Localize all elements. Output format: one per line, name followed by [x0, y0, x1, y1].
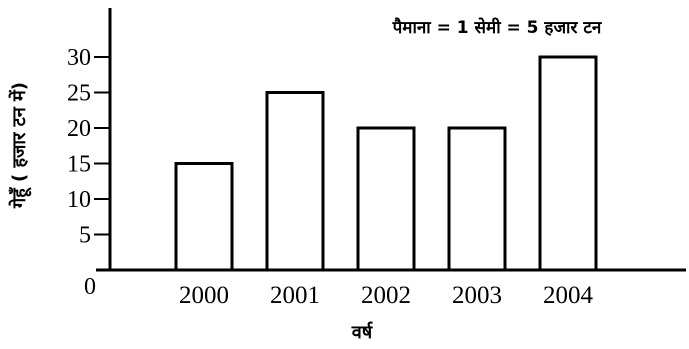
bar-2003 [447, 126, 507, 272]
y-tick-label: 30 [67, 45, 91, 71]
scale-annotation: पैमाना = 1 सेमी = 5 हजार टन [392, 17, 602, 38]
y-tick-label: 5 [79, 223, 91, 249]
y-tick-label: 25 [67, 81, 91, 107]
origin-label: 0 [84, 274, 96, 300]
y-tick-label: 15 [67, 152, 91, 178]
x-tick-label-2002: 2002 [361, 282, 411, 309]
bar-2004 [538, 55, 598, 272]
x-tick-label-2004: 2004 [543, 282, 594, 309]
x-tick-label-2001: 2001 [270, 282, 320, 309]
bars [174, 55, 598, 272]
x-tick-labels: 2000 2001 2002 2003 2004 [179, 282, 594, 309]
bar-2002 [356, 126, 416, 272]
x-tick-label-2003: 2003 [452, 282, 502, 309]
x-tick-label-2000: 2000 [179, 282, 229, 309]
y-tick-label: 20 [67, 116, 91, 142]
y-tick-label: 10 [67, 187, 91, 213]
x-axis-label: वर्ष [351, 321, 373, 343]
bar-2001 [265, 91, 325, 272]
y-axis-label: गेहूँ ( हजार टन में) [8, 82, 32, 209]
y-ticks: 5 10 15 20 25 30 [67, 45, 110, 249]
bar-2000 [174, 162, 234, 272]
